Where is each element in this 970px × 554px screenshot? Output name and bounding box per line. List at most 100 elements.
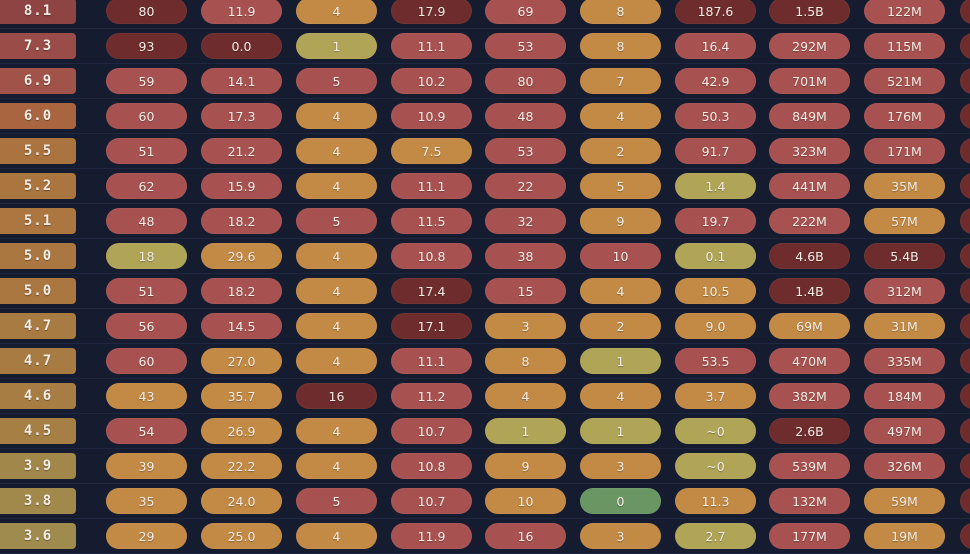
metric-pill: 48 bbox=[106, 208, 187, 234]
metric-pill: 69M bbox=[769, 313, 850, 339]
table-row[interactable]: 5.1 48 18.2 5 11.5 32 9 19.7 222M 57M bbox=[0, 204, 970, 239]
metric-pill: 18.2 bbox=[201, 278, 282, 304]
metric-pill: 312M bbox=[864, 278, 945, 304]
metric-pill bbox=[960, 453, 970, 479]
metric-pill: 16 bbox=[296, 383, 377, 409]
score-badge: 3.9 bbox=[0, 453, 76, 479]
metric-pill: 11.1 bbox=[391, 173, 472, 199]
metric-pill: 5.4B bbox=[864, 243, 945, 269]
metric-pill: 53 bbox=[485, 138, 566, 164]
score-badge: 8.1 bbox=[0, 0, 76, 24]
metric-pill: 4 bbox=[580, 278, 661, 304]
metric-pill: 91.7 bbox=[675, 138, 756, 164]
table-row[interactable]: 6.9 59 14.1 5 10.2 80 7 42.9 701M 521M bbox=[0, 64, 970, 99]
metric-pill: 11.1 bbox=[391, 33, 472, 59]
metric-pill: 35M bbox=[864, 173, 945, 199]
metric-pill: 4 bbox=[296, 313, 377, 339]
metric-pill: 4 bbox=[580, 383, 661, 409]
metric-pill: 382M bbox=[769, 383, 850, 409]
table-row[interactable]: 5.0 51 18.2 4 17.4 15 4 10.5 1.4B 312M bbox=[0, 274, 970, 309]
metric-pill: 8 bbox=[485, 348, 566, 374]
metric-pill: 441M bbox=[769, 173, 850, 199]
metric-pill: 32 bbox=[485, 208, 566, 234]
metric-pill: 11.9 bbox=[391, 523, 472, 549]
metric-pill: 27.0 bbox=[201, 348, 282, 374]
metric-pill: 539M bbox=[769, 453, 850, 479]
metric-pill: 26.9 bbox=[201, 418, 282, 444]
metric-pill: 2 bbox=[580, 138, 661, 164]
metric-pill: 53 bbox=[485, 33, 566, 59]
metric-pill: 22 bbox=[485, 173, 566, 199]
metric-pill: 0.0 bbox=[201, 33, 282, 59]
metric-pill: ~0 bbox=[675, 453, 756, 479]
metric-pill: 4 bbox=[296, 348, 377, 374]
table-row[interactable]: 8.1 80 11.9 4 17.9 69 8 187.6 1.5B 122M bbox=[0, 0, 970, 29]
metric-pill: 4.6B bbox=[769, 243, 850, 269]
table-row[interactable]: 4.7 60 27.0 4 11.1 8 1 53.5 470M 335M bbox=[0, 344, 970, 379]
metric-pill: 1 bbox=[580, 418, 661, 444]
metric-pill: 10 bbox=[580, 243, 661, 269]
metric-pill: 7.5 bbox=[391, 138, 472, 164]
metric-pill: 115M bbox=[864, 33, 945, 59]
metric-pill: 184M bbox=[864, 383, 945, 409]
score-badge: 6.0 bbox=[0, 103, 76, 129]
metric-pill: 177M bbox=[769, 523, 850, 549]
score-badge: 5.0 bbox=[0, 278, 76, 304]
metric-pill: 43 bbox=[106, 383, 187, 409]
score-badge: 4.5 bbox=[0, 418, 76, 444]
metric-pill bbox=[960, 313, 970, 339]
metric-pill: 17.3 bbox=[201, 103, 282, 129]
table-row[interactable]: 4.5 54 26.9 4 10.7 1 1 ~0 2.6B 497M bbox=[0, 414, 970, 449]
table-row[interactable]: 3.8 35 24.0 5 10.7 10 0 11.3 132M 59M bbox=[0, 484, 970, 519]
metric-pill: 35 bbox=[106, 488, 187, 514]
metric-pill: 9 bbox=[580, 208, 661, 234]
metric-pill bbox=[960, 68, 970, 94]
table-row[interactable]: 5.5 51 21.2 4 7.5 53 2 91.7 323M 171M bbox=[0, 134, 970, 169]
metric-pill: 60 bbox=[106, 348, 187, 374]
metric-pill: 50.3 bbox=[675, 103, 756, 129]
table-row[interactable]: 4.6 43 35.7 16 11.2 4 4 3.7 382M 184M bbox=[0, 379, 970, 414]
table-row[interactable]: 3.6 29 25.0 4 11.9 16 3 2.7 177M 19M bbox=[0, 519, 970, 554]
metric-pill: 16.4 bbox=[675, 33, 756, 59]
metric-pill: 10.7 bbox=[391, 488, 472, 514]
table-row[interactable]: 4.7 56 14.5 4 17.1 3 2 9.0 69M 31M bbox=[0, 309, 970, 344]
table-row[interactable]: 5.2 62 15.9 4 11.1 22 5 1.4 441M 35M bbox=[0, 169, 970, 204]
metric-pill bbox=[960, 208, 970, 234]
metric-pill: 14.5 bbox=[201, 313, 282, 339]
metric-pill: 1.5B bbox=[769, 0, 850, 24]
table-row[interactable]: 7.3 93 0.0 1 11.1 53 8 16.4 292M 115M bbox=[0, 29, 970, 64]
metric-pill: 176M bbox=[864, 103, 945, 129]
metric-pill: 10.8 bbox=[391, 243, 472, 269]
metric-pill: 4 bbox=[296, 278, 377, 304]
metric-pill: 4 bbox=[296, 523, 377, 549]
metric-pill: 3.7 bbox=[675, 383, 756, 409]
metric-pill: 10.8 bbox=[391, 453, 472, 479]
metric-pill: 62 bbox=[106, 173, 187, 199]
table-row[interactable]: 5.0 18 29.6 4 10.8 38 10 0.1 4.6B 5.4B bbox=[0, 239, 970, 274]
metric-pill: 59 bbox=[106, 68, 187, 94]
metric-pill: 5 bbox=[296, 488, 377, 514]
metric-pill: 4 bbox=[296, 0, 377, 24]
metric-pill: 29.6 bbox=[201, 243, 282, 269]
metric-pill: 11.9 bbox=[201, 0, 282, 24]
metric-pill bbox=[960, 243, 970, 269]
metric-pill: 470M bbox=[769, 348, 850, 374]
table-row[interactable]: 6.0 60 17.3 4 10.9 48 4 50.3 849M 176M bbox=[0, 99, 970, 134]
metric-pill: 80 bbox=[485, 68, 566, 94]
metric-pill: 53.5 bbox=[675, 348, 756, 374]
metric-pill: 60 bbox=[106, 103, 187, 129]
metric-pill: 292M bbox=[769, 33, 850, 59]
score-badge: 5.5 bbox=[0, 138, 76, 164]
metric-pill: 1.4B bbox=[769, 278, 850, 304]
metric-pill: 7 bbox=[580, 68, 661, 94]
metric-pill: 4 bbox=[296, 173, 377, 199]
metric-pill: 54 bbox=[106, 418, 187, 444]
metric-pill bbox=[960, 0, 970, 24]
metric-pill: 31M bbox=[864, 313, 945, 339]
metric-pill: 16 bbox=[485, 523, 566, 549]
table-row[interactable]: 3.9 39 22.2 4 10.8 9 3 ~0 539M 326M bbox=[0, 449, 970, 484]
metric-pill: 42.9 bbox=[675, 68, 756, 94]
score-badge: 4.6 bbox=[0, 383, 76, 409]
metric-pill: 10.7 bbox=[391, 418, 472, 444]
metric-pill: 497M bbox=[864, 418, 945, 444]
